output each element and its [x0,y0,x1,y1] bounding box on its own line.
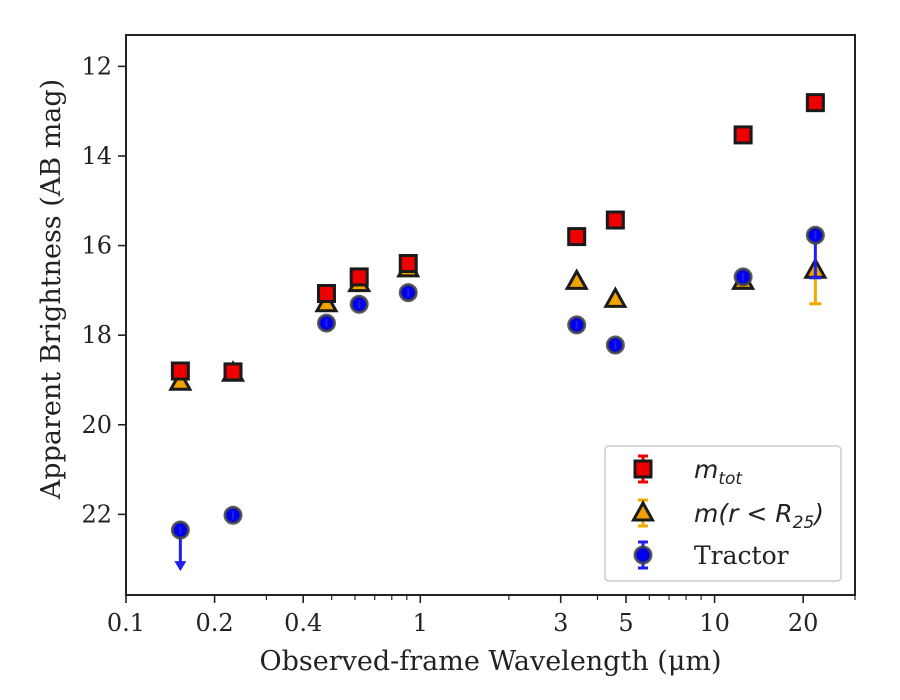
series-square [170,93,825,382]
y-tick-label: 12 [81,52,112,80]
legend-marker-circle [633,545,653,565]
legend-label-part: ( [718,499,729,528]
y-axis-title: Apparent Brightness (AB mag) [36,79,67,500]
y-tick-label: 14 [81,142,112,170]
plot-frame [125,34,856,596]
x-tick-label: 5 [618,609,633,637]
x-tick-label: 3 [553,609,568,637]
x-axis-ticks: 0.1 0.2 0.4 1 3 5 10 20 [107,595,856,637]
x-tick-label: 0.1 [107,609,145,637]
y-axis-ticks: 12 14 16 18 20 22 [81,52,126,528]
legend-label-part: R [775,499,792,528]
legend-entry: mtot [633,454,743,489]
x-tick-label: 10 [699,609,730,637]
legend-label: Tractor [694,541,789,570]
x-tick-label: 20 [788,609,819,637]
legend-label: m(r < R25) [694,499,824,533]
legend-label-part: Tractor [694,541,789,570]
plot-area: 0.1 0.2 0.4 1 3 5 10 20 12 14 16 18 20 22 [81,34,856,637]
legend-marker-square [633,459,653,479]
legend-entry: m(r < R25) [630,498,824,533]
legend-label-part: tot [718,469,743,489]
legend-label-part: r [728,499,740,528]
y-tick-label: 16 [81,232,112,260]
x-tick-label: 0.2 [196,609,234,637]
legend-label-part: m [694,499,718,528]
x-tick-label: 1 [413,609,428,637]
legend-label-part: ) [812,499,824,528]
y-tick-label: 22 [81,500,112,528]
x-axis-title: Observed-frame Wavelength (μm) [259,646,721,677]
y-tick-label: 18 [81,321,112,349]
x-tick-label: 0.4 [284,609,322,637]
series-circle [170,225,825,572]
y-tick-label: 20 [81,411,112,439]
legend-label: mtot [694,455,743,489]
legend-label-part: m [694,455,718,484]
legend-label-part: < [738,499,775,528]
legend-label-part: 25 [793,513,815,533]
legend-marker-triangle [630,499,656,522]
legend-box [604,445,842,582]
legend-entry: Tractor [633,540,789,570]
series-layer [168,93,828,572]
upper-limit-arrow [174,561,187,572]
